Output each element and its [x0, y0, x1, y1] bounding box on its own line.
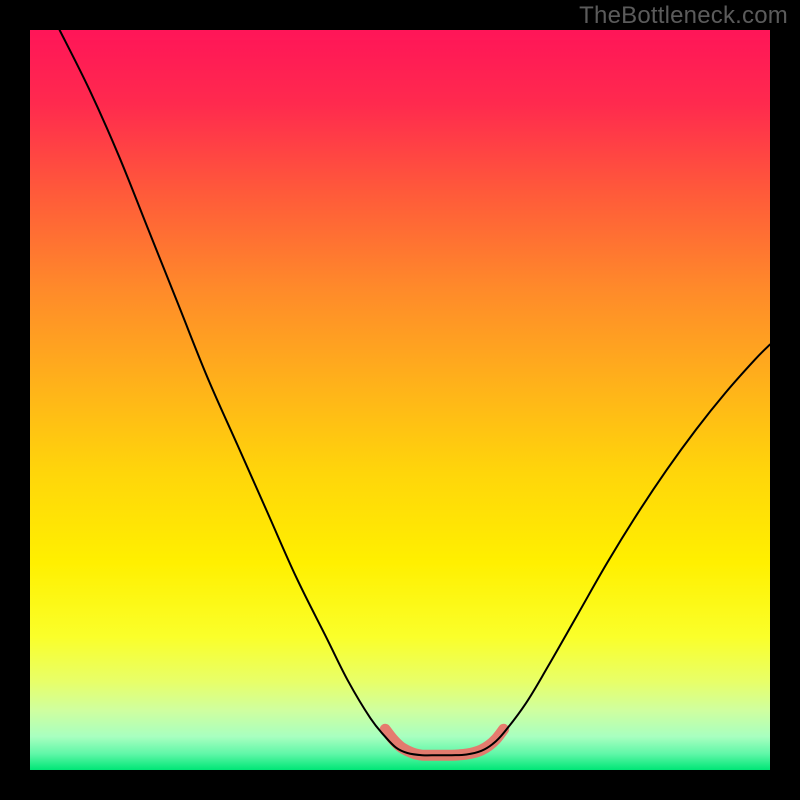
- watermark-text: TheBottleneck.com: [579, 2, 788, 30]
- gradient-background: [30, 30, 770, 770]
- chart-svg: [30, 30, 770, 770]
- chart-frame: TheBottleneck.com: [0, 0, 800, 800]
- plot-area: [30, 30, 770, 770]
